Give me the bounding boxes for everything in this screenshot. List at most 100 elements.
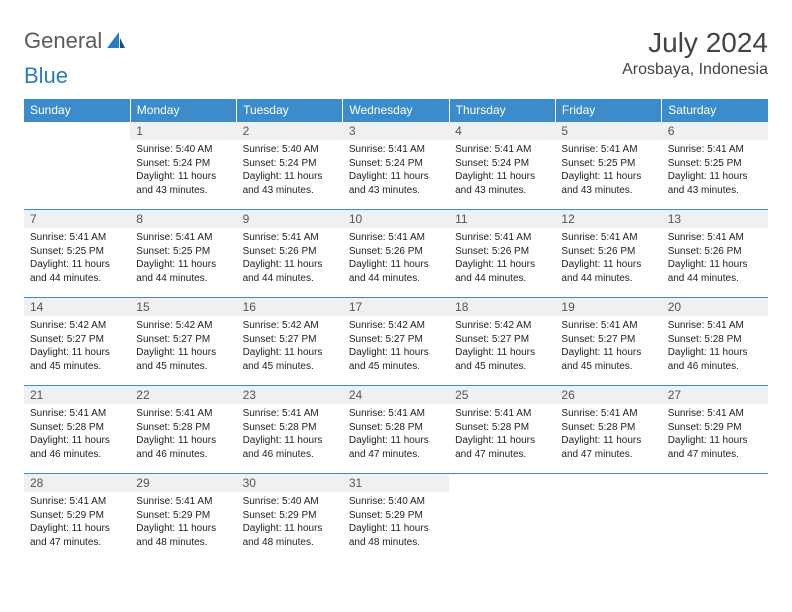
calendar-head: SundayMondayTuesdayWednesdayThursdayFrid… [24,99,768,122]
week-row: 14Sunrise: 5:42 AMSunset: 5:27 PMDayligh… [24,297,768,385]
title-block: July 2024 Arosbaya, Indonesia [622,28,768,79]
day-cell: 15Sunrise: 5:42 AMSunset: 5:27 PMDayligh… [130,297,236,385]
weekday-monday: Monday [130,99,236,122]
day-number: 29 [130,474,236,492]
day-cell: 21Sunrise: 5:41 AMSunset: 5:28 PMDayligh… [24,385,130,473]
day-number: 25 [449,386,555,404]
day-cell [555,473,661,561]
day-number: 27 [662,386,768,404]
day-cell: 30Sunrise: 5:40 AMSunset: 5:29 PMDayligh… [237,473,343,561]
day-number: 24 [343,386,449,404]
day-cell: 18Sunrise: 5:42 AMSunset: 5:27 PMDayligh… [449,297,555,385]
day-number: 15 [130,298,236,316]
day-cell: 9Sunrise: 5:41 AMSunset: 5:26 PMDaylight… [237,209,343,297]
day-details: Sunrise: 5:41 AMSunset: 5:28 PMDaylight:… [237,404,343,465]
day-details: Sunrise: 5:41 AMSunset: 5:25 PMDaylight:… [662,140,768,201]
day-details: Sunrise: 5:41 AMSunset: 5:26 PMDaylight:… [662,228,768,289]
day-cell: 12Sunrise: 5:41 AMSunset: 5:26 PMDayligh… [555,209,661,297]
day-cell: 22Sunrise: 5:41 AMSunset: 5:28 PMDayligh… [130,385,236,473]
weekday-friday: Friday [555,99,661,122]
day-details: Sunrise: 5:41 AMSunset: 5:28 PMDaylight:… [343,404,449,465]
day-details: Sunrise: 5:41 AMSunset: 5:29 PMDaylight:… [24,492,130,553]
day-number: 22 [130,386,236,404]
weekday-wednesday: Wednesday [343,99,449,122]
day-number: 2 [237,122,343,140]
day-cell: 31Sunrise: 5:40 AMSunset: 5:29 PMDayligh… [343,473,449,561]
day-number: 19 [555,298,661,316]
week-row: 21Sunrise: 5:41 AMSunset: 5:28 PMDayligh… [24,385,768,473]
day-number: 28 [24,474,130,492]
day-cell [24,121,130,209]
day-cell: 27Sunrise: 5:41 AMSunset: 5:29 PMDayligh… [662,385,768,473]
day-details: Sunrise: 5:41 AMSunset: 5:28 PMDaylight:… [24,404,130,465]
logo: General [24,28,128,54]
day-number: 10 [343,210,449,228]
day-details: Sunrise: 5:40 AMSunset: 5:24 PMDaylight:… [130,140,236,201]
day-details: Sunrise: 5:42 AMSunset: 5:27 PMDaylight:… [130,316,236,377]
week-row: 28Sunrise: 5:41 AMSunset: 5:29 PMDayligh… [24,473,768,561]
weekday-thursday: Thursday [449,99,555,122]
day-cell: 24Sunrise: 5:41 AMSunset: 5:28 PMDayligh… [343,385,449,473]
day-details: Sunrise: 5:41 AMSunset: 5:28 PMDaylight:… [130,404,236,465]
day-cell: 5Sunrise: 5:41 AMSunset: 5:25 PMDaylight… [555,121,661,209]
day-details: Sunrise: 5:41 AMSunset: 5:25 PMDaylight:… [555,140,661,201]
day-number: 31 [343,474,449,492]
day-details: Sunrise: 5:41 AMSunset: 5:25 PMDaylight:… [130,228,236,289]
day-details: Sunrise: 5:41 AMSunset: 5:26 PMDaylight:… [343,228,449,289]
day-cell: 8Sunrise: 5:41 AMSunset: 5:25 PMDaylight… [130,209,236,297]
day-cell: 28Sunrise: 5:41 AMSunset: 5:29 PMDayligh… [24,473,130,561]
day-number: 7 [24,210,130,228]
day-number: 4 [449,122,555,140]
day-number: 5 [555,122,661,140]
day-cell: 11Sunrise: 5:41 AMSunset: 5:26 PMDayligh… [449,209,555,297]
day-number: 16 [237,298,343,316]
day-cell: 14Sunrise: 5:42 AMSunset: 5:27 PMDayligh… [24,297,130,385]
day-cell: 16Sunrise: 5:42 AMSunset: 5:27 PMDayligh… [237,297,343,385]
calendar-page: General July 2024 Arosbaya, Indonesia Bl… [0,0,792,561]
day-number: 17 [343,298,449,316]
day-number: 23 [237,386,343,404]
day-details: Sunrise: 5:41 AMSunset: 5:26 PMDaylight:… [555,228,661,289]
weekday-tuesday: Tuesday [237,99,343,122]
day-cell: 20Sunrise: 5:41 AMSunset: 5:28 PMDayligh… [662,297,768,385]
day-details: Sunrise: 5:40 AMSunset: 5:29 PMDaylight:… [343,492,449,553]
day-cell: 10Sunrise: 5:41 AMSunset: 5:26 PMDayligh… [343,209,449,297]
day-number: 18 [449,298,555,316]
day-cell: 3Sunrise: 5:41 AMSunset: 5:24 PMDaylight… [343,121,449,209]
day-number: 30 [237,474,343,492]
day-number: 8 [130,210,236,228]
weekday-saturday: Saturday [662,99,768,122]
day-number: 26 [555,386,661,404]
calendar-body: 1Sunrise: 5:40 AMSunset: 5:24 PMDaylight… [24,121,768,561]
day-details: Sunrise: 5:41 AMSunset: 5:29 PMDaylight:… [130,492,236,553]
day-number [555,474,661,492]
day-cell [662,473,768,561]
day-cell: 4Sunrise: 5:41 AMSunset: 5:24 PMDaylight… [449,121,555,209]
day-cell: 1Sunrise: 5:40 AMSunset: 5:24 PMDaylight… [130,121,236,209]
day-details: Sunrise: 5:42 AMSunset: 5:27 PMDaylight:… [237,316,343,377]
day-details: Sunrise: 5:41 AMSunset: 5:26 PMDaylight:… [237,228,343,289]
week-row: 1Sunrise: 5:40 AMSunset: 5:24 PMDaylight… [24,121,768,209]
weekday-sunday: Sunday [24,99,130,122]
logo-text-blue: Blue [24,63,68,89]
day-number: 1 [130,122,236,140]
logo-sail-icon [106,31,126,54]
month-title: July 2024 [622,28,768,59]
day-number: 11 [449,210,555,228]
day-number: 21 [24,386,130,404]
day-number [662,474,768,492]
logo-text-gray: General [24,28,102,54]
day-cell: 25Sunrise: 5:41 AMSunset: 5:28 PMDayligh… [449,385,555,473]
week-row: 7Sunrise: 5:41 AMSunset: 5:25 PMDaylight… [24,209,768,297]
day-details: Sunrise: 5:40 AMSunset: 5:29 PMDaylight:… [237,492,343,553]
day-details: Sunrise: 5:42 AMSunset: 5:27 PMDaylight:… [24,316,130,377]
day-number: 14 [24,298,130,316]
day-details: Sunrise: 5:42 AMSunset: 5:27 PMDaylight:… [343,316,449,377]
day-cell: 19Sunrise: 5:41 AMSunset: 5:27 PMDayligh… [555,297,661,385]
day-number [449,474,555,492]
day-number: 9 [237,210,343,228]
day-cell: 26Sunrise: 5:41 AMSunset: 5:28 PMDayligh… [555,385,661,473]
calendar-table: SundayMondayTuesdayWednesdayThursdayFrid… [24,99,768,562]
location: Arosbaya, Indonesia [622,61,768,79]
day-number: 12 [555,210,661,228]
